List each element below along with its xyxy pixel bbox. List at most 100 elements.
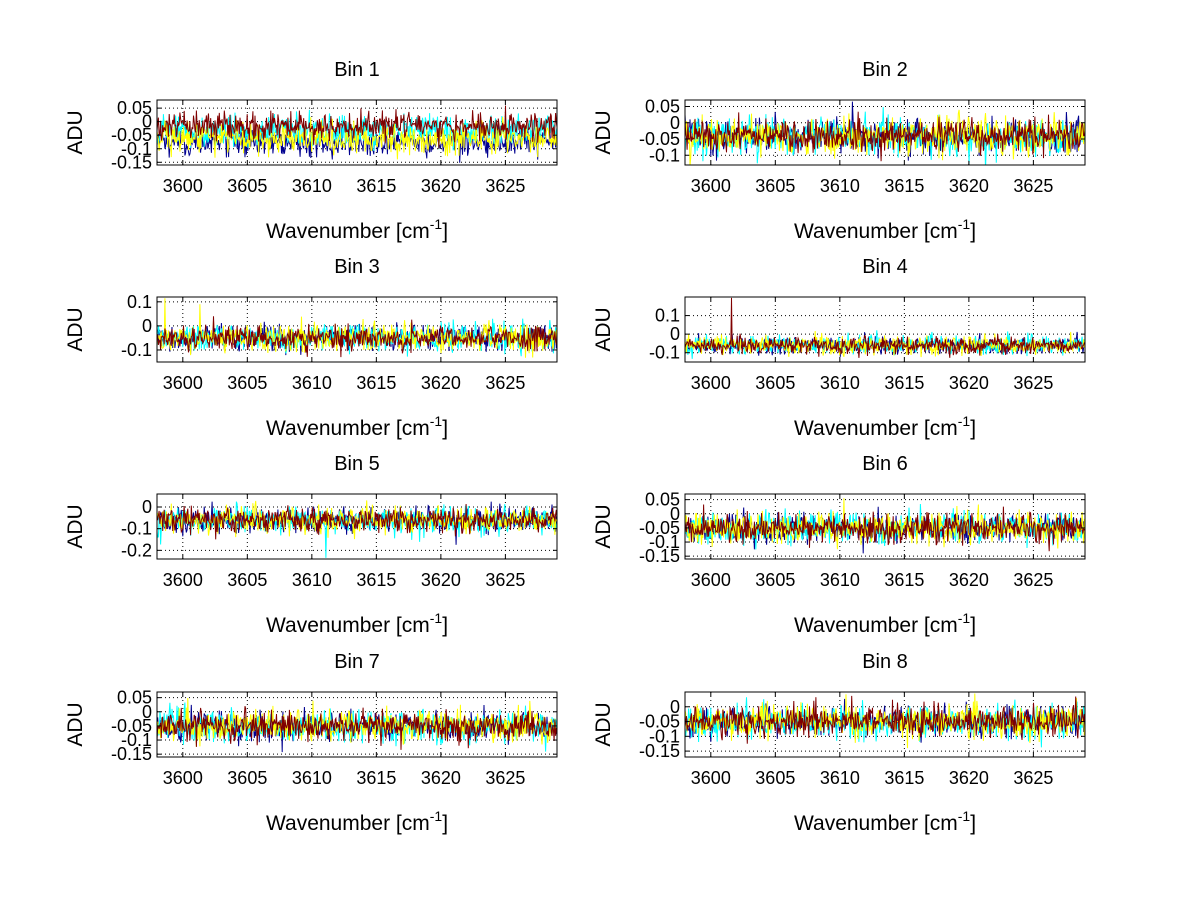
axes-box [684, 296, 1086, 363]
x-tick-label: 3600 [691, 768, 731, 788]
y-axis-label: ADU [64, 110, 87, 154]
subplot-3: 3600 3605 3610 3615 3620 3625 0.1 0 -0.1 Bin 3 Wav… [64, 256, 558, 440]
y-tick-label: 0 [142, 112, 152, 132]
y-axis-label: ADU [592, 307, 615, 351]
y-tick-label: -0.1 [121, 340, 152, 360]
x-tick-label: 3605 [755, 768, 795, 788]
y-tick-label: 0.05 [117, 98, 152, 118]
subplot-2: 3600 3605 3610 3615 3620 3625 0.050-0.05-0.1 Bi… [592, 59, 1086, 243]
x-tick-label: 3600 [163, 176, 203, 196]
x-axis-label: Wavenumber [cm-1] [266, 216, 448, 243]
subplot-1: 3600 3605 3610 3615 3620 3625 0.050-0.05-0.1-0… [64, 59, 558, 243]
y-tick-label: -0.05 [111, 125, 152, 145]
series-group [685, 498, 1085, 554]
y-tick-label: 0.1 [655, 306, 680, 326]
x-tick-label: 3615 [356, 176, 396, 196]
x-axis-label: Wavenumber [cm-1] [794, 216, 976, 243]
x-tick-label: 3610 [820, 768, 860, 788]
axes-box [684, 691, 1086, 758]
x-tick-label: 3625 [485, 768, 525, 788]
x-tick-label: 3610 [820, 570, 860, 590]
x-tick-label: 3620 [949, 570, 989, 590]
series-group [685, 693, 1085, 749]
x-tick-label: 3600 [691, 373, 731, 393]
series-line-4 [157, 705, 557, 750]
y-tick-label: -0.15 [639, 741, 680, 761]
x-tick-label: 3605 [227, 176, 267, 196]
subplot-8: 3600 3605 3610 3615 3620 3625 0-0.05-0.1-0.15 B… [592, 651, 1086, 835]
x-tick-label: 3625 [1013, 373, 1053, 393]
x-tick-label: 3615 [356, 768, 396, 788]
x-tick-label: 3600 [163, 373, 203, 393]
x-tick-label: 3620 [949, 768, 989, 788]
y-tick-label: -0.1 [649, 145, 680, 165]
y-tick-label: -0.05 [111, 716, 152, 736]
y-tick-label: 0 [142, 497, 152, 517]
y-tick-label: 0.05 [117, 688, 152, 708]
x-tick-label: 3610 [292, 373, 332, 393]
y-tick-label: -0.05 [639, 712, 680, 732]
y-tick-label: -0.1 [121, 519, 152, 539]
x-tick-label: 3625 [485, 176, 525, 196]
y-tick-label: -0.05 [639, 129, 680, 149]
x-tick-label: 3610 [820, 373, 860, 393]
y-tick-label: -0.1 [649, 726, 680, 746]
series-group [157, 298, 557, 358]
y-axis-label: ADU [592, 110, 615, 154]
axes-box [684, 493, 1086, 560]
subplot-title: Bin 3 [334, 256, 380, 278]
series-group [157, 105, 557, 163]
x-tick-label: 3620 [949, 373, 989, 393]
series-group [685, 101, 1085, 165]
x-tick-label: 3615 [356, 570, 396, 590]
x-tick-label: 3605 [755, 176, 795, 196]
y-tick-label: 0 [670, 504, 680, 524]
x-tick-label: 3620 [421, 176, 461, 196]
x-axis-label: Wavenumber [cm-1] [794, 610, 976, 637]
axes-box [156, 691, 558, 758]
axes-box [684, 99, 1086, 166]
x-tick-label: 3620 [421, 768, 461, 788]
y-tick-label: -0.15 [639, 546, 680, 566]
axes-box [156, 493, 558, 560]
x-tick-label: 3605 [227, 570, 267, 590]
subplot-title: Bin 6 [862, 453, 908, 475]
x-tick-label: 3600 [691, 570, 731, 590]
series-line-4 [685, 695, 1085, 744]
x-tick-label: 3610 [292, 768, 332, 788]
x-tick-label: 3615 [884, 176, 924, 196]
x-axis-label: Wavenumber [cm-1] [266, 610, 448, 637]
x-axis-label: Wavenumber [cm-1] [266, 413, 448, 440]
series-line-2 [157, 318, 557, 357]
x-axis-label: Wavenumber [cm-1] [794, 413, 976, 440]
series-group [685, 297, 1085, 359]
y-axis-label: ADU [592, 702, 615, 746]
axes-box [156, 296, 558, 363]
series-line-3 [685, 693, 1085, 749]
x-tick-label: 3625 [485, 373, 525, 393]
y-tick-label: 0.1 [127, 292, 152, 312]
y-tick-label: -0.15 [111, 744, 152, 764]
series-line-3 [157, 117, 557, 160]
y-tick-label: -0.1 [121, 730, 152, 750]
y-tick-label: -0.15 [111, 152, 152, 172]
series-line-4 [685, 297, 1085, 358]
y-tick-label: -0.1 [121, 139, 152, 159]
axes-box [156, 99, 558, 166]
subplot-title: Bin 5 [334, 453, 380, 475]
x-tick-label: 3620 [949, 176, 989, 196]
x-tick-label: 3605 [227, 768, 267, 788]
x-tick-label: 3615 [884, 570, 924, 590]
x-tick-label: 3625 [1013, 570, 1053, 590]
y-axis-label: ADU [592, 504, 615, 548]
x-tick-label: 3620 [421, 373, 461, 393]
y-tick-label: 0 [142, 702, 152, 722]
x-tick-label: 3625 [1013, 768, 1053, 788]
x-tick-label: 3600 [163, 768, 203, 788]
series-line-4 [157, 503, 557, 540]
y-tick-label: 0 [670, 697, 680, 717]
x-tick-label: 3600 [163, 570, 203, 590]
y-axis-label: ADU [64, 702, 87, 746]
x-tick-label: 3615 [884, 768, 924, 788]
